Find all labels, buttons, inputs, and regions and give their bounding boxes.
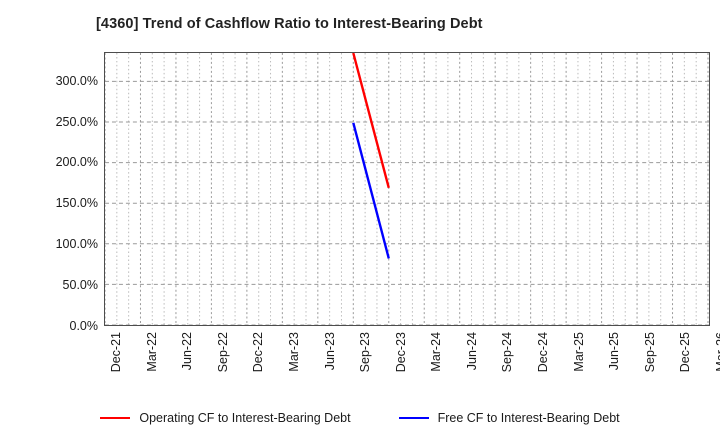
x-tick-label: Dec-24 [536,332,551,373]
legend-swatch-icon [100,417,131,419]
gridlines [105,53,709,325]
plot-area [104,52,710,326]
y-tick-label: 250.0% [55,114,98,129]
x-tick-label: Sep-24 [500,332,515,373]
x-tick-label: Mar-22 [144,332,159,372]
y-tick-label: 300.0% [55,73,98,88]
x-tick-label: Sep-25 [642,332,657,373]
page-title: [4360] Trend of Cashflow Ratio to Intere… [96,16,483,32]
x-tick-label: Sep-23 [358,332,373,373]
x-tick-label: Jun-25 [607,332,622,371]
x-tick-label: Sep-22 [215,332,230,373]
y-tick-label: 0.0% [69,319,99,333]
series-line-0 [352,53,390,189]
y-tick-label: 200.0% [55,155,98,170]
legend-entry[interactable]: Free CF to Interest-Bearing Debt [398,411,620,425]
y-tick-label: 150.0% [55,196,98,211]
x-tick-label: Dec-22 [251,332,266,373]
legend-entry[interactable]: Operating CF to Interest-Bearing Debt [100,411,351,425]
series-line-1 [352,122,390,259]
y-tick-label: 100.0% [55,237,98,252]
legend-swatch-icon [398,417,429,419]
x-axis: Dec-21 Mar-22 Jun-22 Sep-22 Dec-22 Mar-23 Jun-… [104,326,720,396]
x-tick-label: Dec-21 [109,332,123,373]
x-tick-label: Mar-24 [429,332,444,372]
x-tick-label: Dec-25 [678,332,693,373]
x-tick-label: Jun-22 [180,332,195,371]
x-tick-label: Mar-26 [714,332,720,372]
y-tick-label: 50.0% [62,278,98,293]
legend-label: Operating CF to Interest-Bearing Debt [139,411,351,425]
data-series-layer [352,53,390,259]
chart-legend: Operating CF to Interest-Bearing Debt Fre… [0,404,720,432]
legend-label: Free CF to Interest-Bearing Debt [437,411,620,425]
x-tick-label: Mar-23 [286,332,301,372]
x-tick-label: Jun-24 [464,332,479,371]
x-tick-label: Jun-23 [322,332,337,371]
y-axis: 0.0% 50.0% 100.0% 150.0% 200.0% 250.0% 300.0% [4,52,98,333]
x-tick-label: Dec-23 [393,332,408,373]
x-tick-label: Mar-25 [571,332,586,372]
